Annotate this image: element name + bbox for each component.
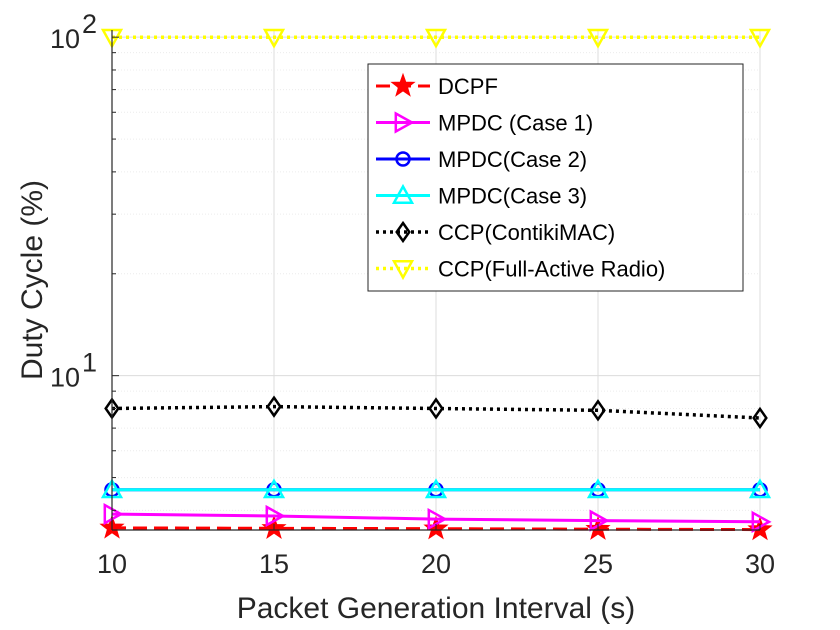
axes — [111, 30, 761, 531]
series-line — [111, 512, 761, 524]
data-point — [424, 28, 448, 49]
legend-marker — [395, 151, 411, 167]
x-tick-label: 15 — [259, 549, 289, 579]
data-point — [266, 395, 282, 418]
data-point — [262, 28, 286, 49]
y-tick-label: 10 — [50, 363, 80, 393]
data-point — [590, 399, 606, 422]
y-tick-exponent: 1 — [82, 348, 97, 378]
data-point — [427, 507, 448, 531]
data-point — [428, 397, 444, 420]
data-point — [262, 478, 286, 499]
data-point — [586, 28, 610, 49]
legend-label: CCP(ContikiMAC) — [438, 220, 615, 245]
data-point — [748, 28, 772, 49]
y-tick-label: 10 — [50, 24, 80, 54]
series-5 — [100, 28, 772, 49]
x-tick-label: 30 — [745, 549, 775, 579]
legend-label: DCPF — [438, 74, 498, 99]
legend-item: DCPF — [376, 72, 498, 99]
legend-label: MPDC(Case 3) — [438, 184, 587, 209]
legend-label: MPDC(Case 2) — [438, 147, 587, 172]
legend-marker — [391, 260, 415, 281]
data-point — [589, 509, 610, 532]
x-tick-label: 25 — [583, 549, 613, 579]
legend-box — [367, 63, 744, 292]
x-tick-label: 10 — [97, 549, 127, 579]
y-axis-label: Duty Cycle (%) — [16, 180, 49, 380]
data-point — [751, 510, 772, 533]
data-point — [752, 406, 768, 430]
data-point — [586, 478, 610, 499]
legend-item: MPDC(Case 3) — [376, 184, 587, 209]
legend-label: CCP(Full-Active Radio) — [438, 257, 665, 282]
x-tick-label: 20 — [421, 549, 451, 579]
legend-item: MPDC (Case 1) — [376, 111, 593, 136]
legend-marker — [394, 111, 415, 134]
series-1 — [103, 502, 772, 533]
x-axis-label: Packet Generation Interval (s) — [237, 592, 636, 625]
data-point — [748, 478, 772, 499]
data-point — [424, 478, 448, 499]
legend-item: CCP(ContikiMAC) — [376, 220, 615, 245]
legend-marker — [390, 72, 416, 97]
legend-item: MPDC(Case 2) — [376, 147, 587, 172]
data-point — [265, 504, 286, 528]
y-tick-exponent: 2 — [82, 9, 97, 39]
legend: DCPF MPDC (Case 1) MPDC(Case 2) MPDC(Case 3… — [367, 63, 744, 292]
series-line — [111, 404, 761, 420]
legend-item: CCP(Full-Active Radio) — [376, 257, 665, 282]
legend-marker — [391, 183, 415, 204]
legend-marker — [395, 220, 411, 244]
legend-label: MPDC (Case 1) — [438, 111, 593, 136]
data-point — [103, 502, 124, 526]
data-point — [100, 28, 124, 49]
